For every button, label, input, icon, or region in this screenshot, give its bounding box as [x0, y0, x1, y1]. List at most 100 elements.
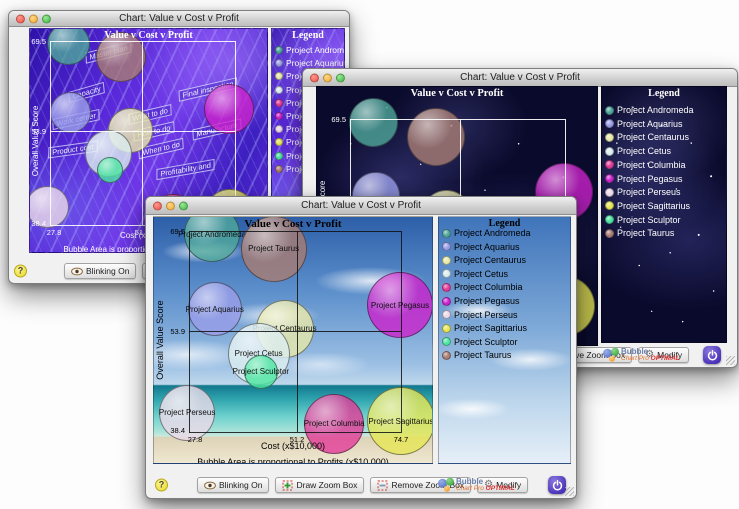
bubble-label: Project Andromeda — [178, 229, 247, 239]
help-button[interactable]: ? — [14, 264, 27, 278]
titlebar[interactable]: Chart: Value v Cost v Profit — [303, 69, 737, 87]
legend-color-dot — [442, 323, 451, 333]
chart-bubble[interactable] — [406, 107, 465, 166]
chart-bubble[interactable]: Project Sculptor — [233, 354, 289, 389]
y-tick-label: 53.9 — [170, 327, 185, 336]
legend-color-dot — [605, 215, 614, 225]
titlebar[interactable]: Chart: Value v Cost v Profit — [9, 11, 349, 27]
y-axis-label: Overall Value Score — [155, 300, 165, 380]
modify-button[interactable]: ⚙Modify — [638, 347, 690, 363]
legend-project-name: Project Sagittarius — [617, 200, 691, 211]
bubble-label: Project Perseus — [158, 408, 216, 418]
legend-color-dot — [275, 151, 283, 160]
chart-bubble[interactable] — [47, 29, 90, 66]
axis-line — [235, 41, 236, 225]
resize-grip[interactable] — [726, 356, 735, 365]
power-button[interactable] — [703, 346, 721, 364]
close-button[interactable] — [16, 14, 25, 23]
modify-button[interactable]: ⚙Modify — [477, 477, 529, 493]
chart-bubble[interactable]: Project Columbia — [303, 393, 365, 454]
legend-project-name: Project Sculptor — [454, 336, 518, 347]
titlebar[interactable]: Chart: Value v Cost v Profit — [146, 197, 576, 215]
legend-item: Project Perseus — [442, 310, 518, 320]
brand-product: Chart Pro OPTIMAL — [621, 354, 680, 363]
x-tick-label: 74.7 — [393, 435, 409, 444]
gear-icon: ⚙ — [484, 479, 494, 490]
axis-line — [189, 231, 401, 232]
legend-color-dot — [605, 105, 614, 115]
zoom-button[interactable] — [336, 73, 345, 82]
chart-window-front[interactable]: Chart: Value v Cost v Profit Value v Cos… — [145, 196, 577, 499]
brand-text: Bubble Chart Pro OPTIMAL — [621, 346, 680, 363]
chart-bubble[interactable]: Project Aquarius — [186, 282, 244, 337]
help-button[interactable]: ? — [155, 478, 168, 492]
brand-product-name: Chart Pro — [456, 484, 484, 492]
legend-color-dot — [442, 296, 451, 306]
legend-color-dot — [442, 337, 451, 347]
y-tick-label: 53.9 — [31, 127, 46, 136]
chart-bubble[interactable] — [50, 91, 92, 133]
chart-bubble[interactable]: Project Pegasus — [367, 272, 432, 339]
axis-line — [50, 225, 236, 226]
minimize-button[interactable] — [323, 73, 332, 82]
zoom-button[interactable] — [179, 201, 188, 210]
power-button[interactable] — [548, 476, 566, 494]
y-tick-label: 69.5 — [31, 37, 46, 46]
brand-product-name: Chart Pro — [621, 354, 649, 362]
draw-zoom-box-button[interactable]: Draw Zoom Box — [275, 477, 365, 493]
blinking-on-button[interactable]: Blinking On — [197, 477, 270, 493]
zoom-button[interactable] — [42, 14, 51, 23]
legend-item: Project Taurus — [442, 350, 511, 360]
legend-color-dot — [275, 164, 283, 173]
legend-panel: Legend Project Andromeda Project Aquarius… — [601, 86, 727, 343]
axis-line — [350, 119, 565, 120]
legend-color-dot — [605, 160, 614, 170]
chart-bubble[interactable]: Project Taurus — [240, 217, 307, 282]
legend-project-name: Project Andromeda — [286, 45, 345, 55]
chart-bubble[interactable] — [30, 185, 69, 229]
minimize-button[interactable] — [29, 14, 38, 23]
button-label: Draw Zoom Box — [296, 480, 358, 490]
bubble-label: Project Sagittarius — [368, 416, 433, 426]
x-tick-label: 27.8 — [187, 435, 203, 444]
brand-name: Bubble — [621, 346, 649, 356]
legend-project-name: Project Perseus — [617, 187, 681, 198]
chart-bubble[interactable] — [97, 156, 124, 183]
close-button[interactable] — [310, 73, 319, 82]
bubble-label: Project Columbia — [303, 419, 365, 429]
legend-color-dot — [442, 255, 451, 265]
legend-item: Project Taurus — [605, 228, 674, 238]
close-button[interactable] — [153, 201, 162, 210]
legend-project-name: Project Sculptor — [617, 214, 681, 225]
chart-bubble[interactable] — [204, 83, 255, 134]
button-label: Blinking On — [219, 480, 263, 490]
draw-zoom-box-icon — [282, 480, 293, 491]
legend-item: Project Sagittarius — [605, 201, 690, 211]
chart-bubble[interactable] — [348, 97, 398, 147]
y-tick-label: 38.4 — [31, 219, 46, 228]
bubble-label: Project Cetus — [234, 349, 283, 359]
legend-item: Project Pegasus — [442, 296, 520, 306]
plot-area[interactable]: 69.5 53.9 38.4 27.8 51.2 74.7 Project Andromed… — [154, 217, 432, 463]
legend-item: Project Andromeda — [275, 45, 345, 55]
toolbar: ? Blinking On Draw Zoom Box Remove Zoom Bo… — [146, 472, 576, 498]
legend-color-dot — [275, 98, 283, 107]
window-controls — [16, 14, 51, 23]
legend-title: Legend — [292, 30, 324, 41]
button-label: Blinking On — [86, 266, 130, 276]
eye-icon — [71, 267, 83, 276]
brand-logo: Bubble Chart Pro OPTIMAL — [603, 346, 680, 363]
axis-line — [189, 432, 402, 433]
minimize-button[interactable] — [166, 201, 175, 210]
resize-grip[interactable] — [565, 487, 574, 496]
window-controls — [153, 201, 188, 210]
brand-name: Bubble — [456, 476, 484, 486]
y-tick-label: 38.4 — [170, 426, 185, 435]
legend-project-name: Project Taurus — [617, 228, 675, 239]
brand-text: Bubble Chart Pro OPTIMAL — [456, 476, 515, 493]
chart-bubble[interactable]: Project Perseus — [158, 384, 216, 441]
chart-bubble[interactable]: Project Sagittarius — [366, 387, 433, 456]
x-tick-label: 51.2 — [134, 228, 150, 237]
legend-project-name: Project Cetus — [617, 146, 672, 157]
blinking-on-button[interactable]: Blinking On — [64, 263, 137, 279]
